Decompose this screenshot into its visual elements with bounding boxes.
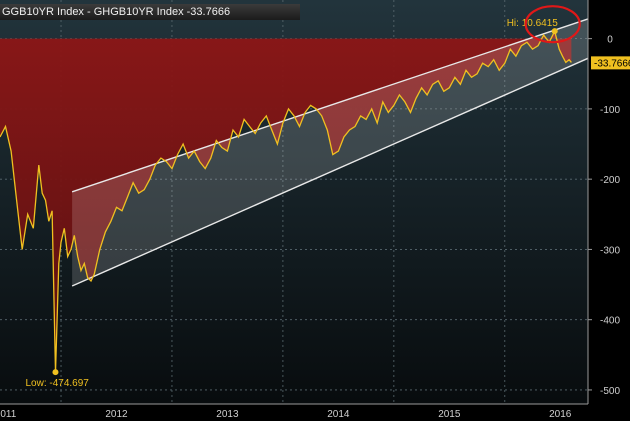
high-label: Hi: 10.6415 bbox=[507, 18, 559, 29]
y-tick-label: -100 bbox=[600, 105, 620, 116]
trend-channel-lower-line bbox=[71, 57, 589, 287]
y-tick-label: -300 bbox=[600, 245, 620, 256]
last-value-label: -33.7666 bbox=[594, 58, 630, 69]
y-tick-label: -200 bbox=[600, 175, 620, 186]
highlight-circle bbox=[524, 5, 581, 44]
x-tick-label: 2014 bbox=[327, 409, 350, 420]
x-tick-label: 2016 bbox=[549, 409, 572, 420]
y-axis-background bbox=[588, 0, 630, 421]
y-axis: 0 -100 -200 -300 -400 -500 -33.7666 bbox=[587, 0, 630, 421]
x-tick-label: 2012 bbox=[105, 409, 128, 420]
y-tick-label: -500 bbox=[600, 386, 620, 397]
x-tick-label: 2015 bbox=[438, 409, 461, 420]
high-marker bbox=[551, 28, 558, 35]
legend-text: GGB10YR Index - GHGB10YR Index -33.7666 bbox=[2, 6, 231, 18]
x-axis-background bbox=[0, 404, 588, 421]
x-axis: 2011 2012 2013 2014 2015 2016 bbox=[0, 403, 588, 421]
low-label: Low: -474.697 bbox=[25, 378, 89, 389]
low-marker bbox=[52, 369, 59, 376]
chart-legend: GGB10YR Index - GHGB10YR Index -33.7666 bbox=[0, 4, 300, 20]
spread-series-line bbox=[0, 29, 572, 373]
x-tick-label: 2013 bbox=[216, 409, 239, 420]
x-tick-label: 2011 bbox=[0, 409, 17, 420]
y-tick-label: 0 bbox=[607, 35, 613, 46]
trend-channel-upper-line bbox=[71, 18, 589, 193]
y-tick-label: -400 bbox=[600, 316, 620, 327]
spread-area-fill bbox=[0, 31, 572, 373]
annotations: Hi: 10.6415 Low: -474.697 bbox=[25, 5, 581, 389]
trend-channel-band bbox=[72, 18, 588, 286]
last-value-tag bbox=[591, 56, 630, 70]
